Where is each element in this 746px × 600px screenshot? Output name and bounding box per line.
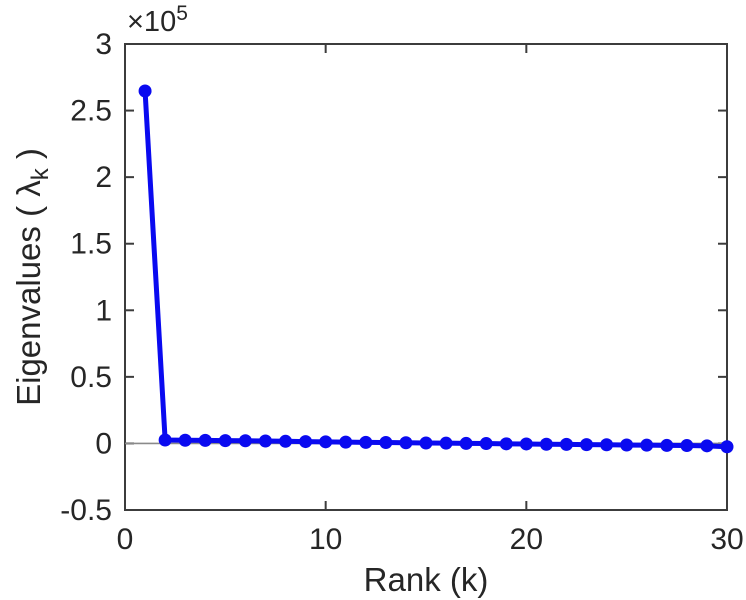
data-point-marker — [620, 438, 634, 452]
data-point-marker — [198, 433, 212, 447]
data-point-marker — [580, 438, 594, 452]
data-point-marker — [539, 437, 553, 451]
data-point-marker — [680, 439, 694, 453]
data-point-marker — [238, 434, 252, 448]
data-point-marker — [258, 434, 272, 448]
y-tick-label: 2 — [95, 161, 112, 194]
y-tick-label: 1 — [95, 294, 112, 327]
data-point-marker — [339, 435, 353, 449]
x-tick-label: 20 — [510, 523, 543, 556]
data-point-marker — [459, 436, 473, 450]
y-axis-label: Eigenvalues ( λk ) — [10, 148, 54, 406]
x-axis-label: Rank (k) — [364, 561, 489, 598]
data-point-marker — [359, 435, 373, 449]
data-point-marker — [138, 84, 152, 98]
y-tick-label: 0.5 — [70, 361, 112, 394]
y-tick-label: 1.5 — [70, 228, 112, 261]
data-point-marker — [559, 437, 573, 451]
data-point-marker — [299, 435, 313, 449]
data-point-marker — [439, 436, 453, 450]
data-point-marker — [600, 438, 614, 452]
y-axis-multiplier-label: ×105 — [127, 2, 188, 38]
y-tick-label: 2.5 — [70, 95, 112, 128]
data-point-marker — [479, 437, 493, 451]
y-tick-label: 3 — [95, 28, 112, 61]
data-point-marker — [700, 439, 714, 453]
data-point-marker — [319, 435, 333, 449]
data-point-marker — [519, 437, 533, 451]
data-point-marker — [379, 435, 393, 449]
data-point-marker — [660, 438, 674, 452]
y-tick-label: -0.5 — [60, 494, 112, 527]
data-point-marker — [419, 436, 433, 450]
plot-frame — [124, 43, 728, 511]
data-point-marker — [640, 438, 654, 452]
data-point-marker — [499, 437, 513, 451]
x-tick-label: 10 — [309, 523, 342, 556]
data-point-marker — [178, 433, 192, 447]
x-tick-label: 0 — [117, 523, 134, 556]
data-point-marker — [158, 433, 172, 447]
data-point-marker — [218, 434, 232, 448]
x-tick-label: 30 — [710, 523, 743, 556]
y-tick-label: 0 — [95, 427, 112, 460]
data-point-marker — [399, 436, 413, 450]
data-point-marker — [279, 434, 293, 448]
data-point-marker — [720, 440, 734, 454]
